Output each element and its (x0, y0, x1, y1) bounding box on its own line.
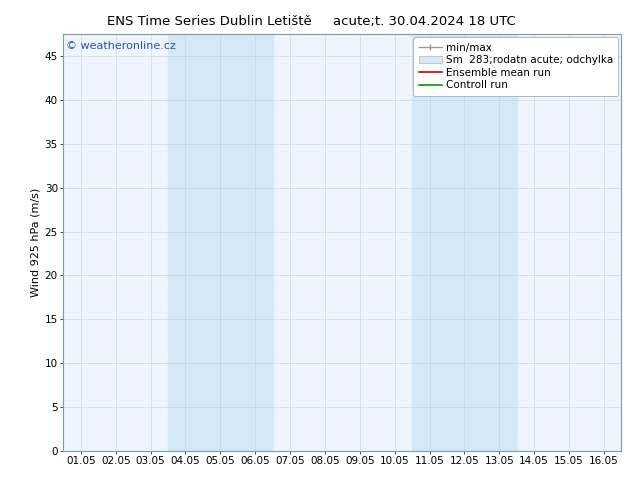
Text: ENS Time Series Dublin Letiště: ENS Time Series Dublin Letiště (107, 15, 311, 28)
Y-axis label: Wind 925 hPa (m/s): Wind 925 hPa (m/s) (30, 188, 41, 297)
Text: © weatheronline.cz: © weatheronline.cz (66, 41, 176, 50)
Legend: min/max, Sm  283;rodatn acute; odchylka, Ensemble mean run, Controll run: min/max, Sm 283;rodatn acute; odchylka, … (413, 37, 618, 96)
Text: acute;t. 30.04.2024 18 UTC: acute;t. 30.04.2024 18 UTC (333, 15, 516, 28)
Bar (168, 34, 273, 451)
Bar (412, 34, 517, 451)
